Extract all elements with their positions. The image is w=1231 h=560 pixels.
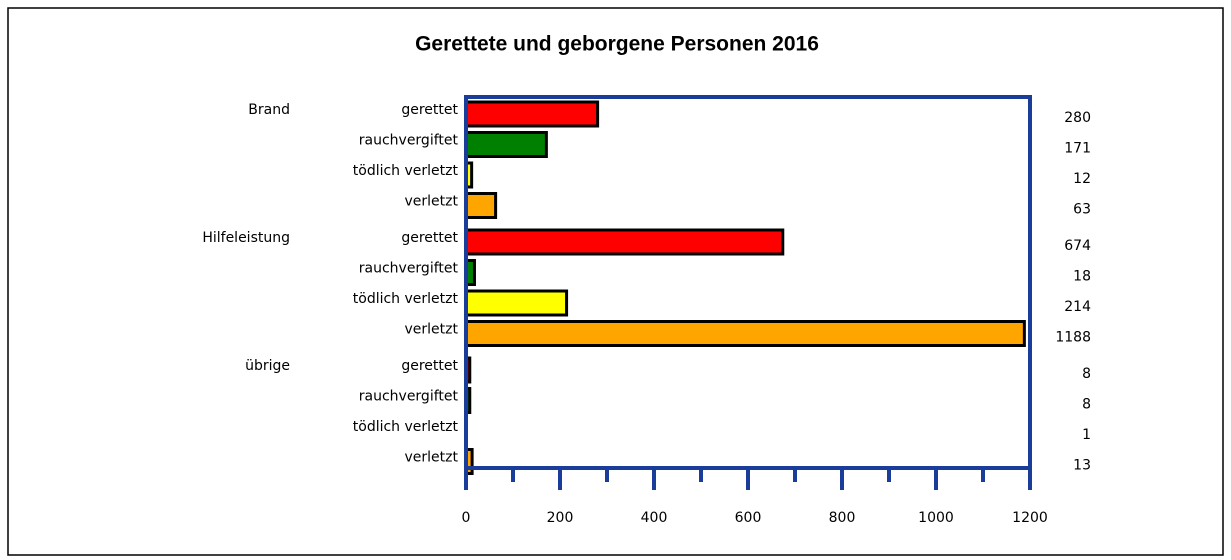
bar — [466, 133, 546, 157]
category-label: rauchvergiftet — [359, 389, 459, 405]
bar — [466, 194, 496, 218]
x-tick-label: 200 — [547, 510, 574, 526]
value-label: 8 — [1082, 366, 1091, 382]
x-tick-label: 800 — [829, 510, 856, 526]
value-label: 8 — [1082, 397, 1091, 413]
value-label: 214 — [1064, 299, 1091, 315]
chart-title: Gerettete und geborgene Personen 2016 — [415, 33, 819, 56]
category-label: rauchvergiftet — [359, 261, 459, 277]
value-label: 1 — [1082, 427, 1091, 443]
category-label: tödlich verletzt — [353, 419, 459, 435]
group-label: übrige — [245, 358, 290, 374]
value-label: 13 — [1073, 458, 1091, 474]
value-label: 18 — [1073, 269, 1091, 285]
category-label: verletzt — [405, 194, 459, 210]
value-label: 171 — [1064, 141, 1091, 157]
value-label: 1188 — [1055, 330, 1091, 346]
value-label: 674 — [1064, 238, 1091, 254]
bar — [466, 102, 598, 126]
x-tick-label: 1200 — [1012, 510, 1048, 526]
bar — [466, 291, 567, 315]
category-label: gerettet — [401, 358, 458, 374]
category-label: tödlich verletzt — [353, 163, 459, 179]
x-tick-label: 1000 — [918, 510, 954, 526]
value-label: 63 — [1073, 202, 1091, 218]
x-tick-label: 400 — [641, 510, 668, 526]
outer-border — [8, 8, 1223, 555]
bar — [466, 230, 783, 254]
group-label: Brand — [248, 102, 290, 118]
category-label: rauchvergiftet — [359, 133, 459, 149]
bar — [466, 322, 1024, 346]
x-tick-label: 0 — [462, 510, 471, 526]
x-tick-label: 600 — [735, 510, 762, 526]
value-label: 280 — [1064, 110, 1091, 126]
value-label: 12 — [1073, 171, 1091, 187]
category-label: gerettet — [401, 230, 458, 246]
group-label: Hilfeleistung — [202, 230, 290, 246]
category-label: verletzt — [405, 322, 459, 338]
category-label: gerettet — [401, 102, 458, 118]
category-label: verletzt — [405, 450, 459, 466]
category-label: tödlich verletzt — [353, 291, 459, 307]
